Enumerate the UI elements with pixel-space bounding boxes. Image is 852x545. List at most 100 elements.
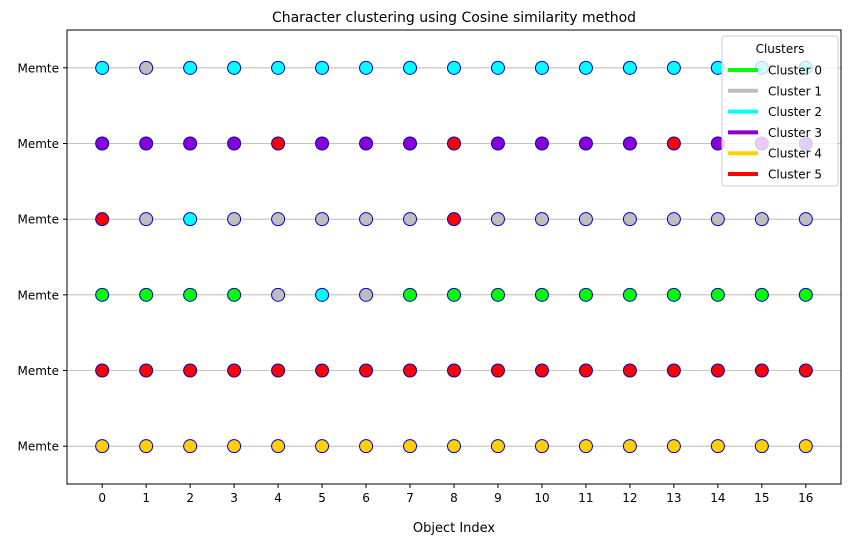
data-point	[622, 287, 637, 302]
chart-title: Character clustering using Cosine simila…	[272, 10, 636, 26]
data-point	[666, 212, 681, 227]
data-point	[490, 136, 505, 151]
data-point	[315, 60, 330, 75]
data-point	[447, 60, 461, 75]
legend-box	[721, 35, 839, 187]
data-point	[578, 287, 593, 302]
legend: Clusters Cluster 0 Cluster 1 Cluster 2 Clust…	[721, 35, 839, 187]
y-tick-label: Memte	[17, 213, 59, 227]
data-point	[490, 60, 505, 75]
legend-entry-label: Cluster 4	[768, 147, 822, 161]
data-point	[798, 287, 813, 302]
data-point	[754, 287, 769, 302]
data-point	[403, 439, 418, 454]
x-tick-label: 6	[362, 491, 370, 505]
data-point	[447, 439, 461, 454]
data-point	[95, 136, 110, 151]
data-point	[666, 439, 681, 454]
data-point	[95, 363, 110, 378]
y-tick-label: Memte	[17, 364, 59, 378]
data-point	[139, 136, 154, 151]
data-point	[139, 287, 154, 302]
data-point	[227, 439, 242, 454]
data-point	[578, 60, 593, 75]
data-point	[359, 60, 374, 75]
data-point	[315, 363, 330, 378]
data-point	[227, 363, 242, 378]
y-tick-label: Memte	[17, 137, 59, 151]
data-points	[95, 60, 813, 454]
x-axis: 0 1 2 3 4 5 6 7 8 9 10 11 12 13 14 15 16	[98, 484, 813, 505]
x-tick-label: 9	[494, 491, 502, 505]
data-point	[622, 212, 637, 227]
data-point	[490, 287, 505, 302]
x-tick-label: 7	[406, 491, 414, 505]
data-point	[754, 363, 769, 378]
data-point	[622, 363, 637, 378]
data-point	[798, 212, 813, 227]
x-tick-label: 1	[142, 491, 150, 505]
data-point	[622, 136, 637, 151]
data-point	[403, 60, 418, 75]
legend-entry-label: Cluster 1	[768, 84, 822, 98]
data-point	[534, 212, 549, 227]
data-point	[183, 363, 198, 378]
data-point	[271, 136, 286, 151]
data-point	[271, 363, 286, 378]
data-point	[622, 439, 637, 454]
legend-entry-label: Cluster 2	[768, 105, 822, 119]
x-tick-label: 2	[186, 491, 194, 505]
data-point	[447, 136, 461, 151]
y-axis: Memte Memte Memte Memte Memte Memte	[17, 61, 67, 454]
data-point	[534, 60, 549, 75]
data-point	[227, 136, 242, 151]
x-tick-label: 3	[230, 491, 238, 505]
data-point	[578, 136, 593, 151]
data-point	[798, 363, 813, 378]
data-point	[139, 439, 154, 454]
legend-entry-label: Cluster 0	[768, 64, 822, 78]
data-point	[95, 287, 110, 302]
data-point	[666, 60, 681, 75]
x-tick-label: 0	[98, 491, 106, 505]
x-tick-label: 14	[710, 491, 725, 505]
data-point	[710, 287, 725, 302]
data-point	[490, 439, 505, 454]
data-point	[271, 287, 286, 302]
data-point	[95, 60, 110, 75]
x-tick-label: 4	[274, 491, 282, 505]
data-point	[710, 212, 725, 227]
x-tick-label: 10	[534, 491, 549, 505]
data-point	[490, 363, 505, 378]
data-point	[666, 363, 681, 378]
data-point	[578, 439, 593, 454]
data-point	[534, 136, 549, 151]
data-point	[139, 60, 154, 75]
y-tick-label: Memte	[17, 440, 59, 454]
data-point	[447, 287, 461, 302]
x-tick-label: 16	[798, 491, 813, 505]
data-point	[710, 363, 725, 378]
data-point	[403, 363, 418, 378]
data-point	[95, 212, 110, 227]
data-point	[754, 439, 769, 454]
data-point	[183, 136, 198, 151]
x-tick-label: 13	[666, 491, 681, 505]
data-point	[534, 439, 549, 454]
data-point	[666, 136, 681, 151]
data-point	[315, 136, 330, 151]
data-point	[403, 136, 418, 151]
data-point	[359, 363, 374, 378]
legend-title: Clusters	[756, 42, 805, 56]
data-point	[183, 287, 198, 302]
data-point	[578, 212, 593, 227]
data-point	[271, 439, 286, 454]
data-point	[447, 212, 461, 227]
data-point	[710, 439, 725, 454]
data-point	[271, 212, 286, 227]
data-point	[227, 60, 242, 75]
x-tick-label: 11	[578, 491, 593, 505]
data-point	[490, 212, 505, 227]
data-point	[139, 212, 154, 227]
